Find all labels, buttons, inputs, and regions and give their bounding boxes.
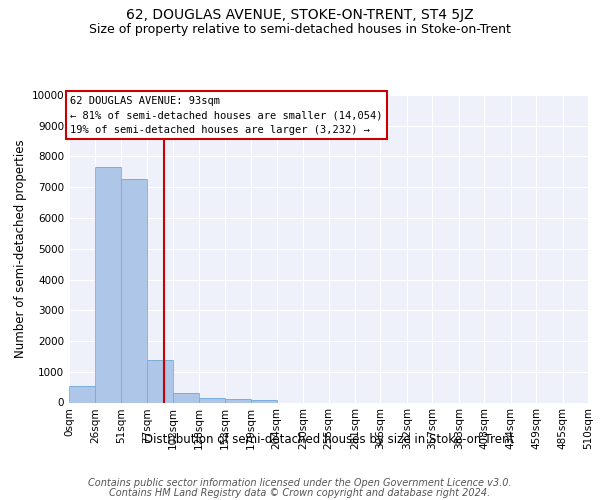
Text: Contains HM Land Registry data © Crown copyright and database right 2024.: Contains HM Land Registry data © Crown c… [109,488,491,498]
Text: Size of property relative to semi-detached houses in Stoke-on-Trent: Size of property relative to semi-detach… [89,22,511,36]
Bar [251,400,277,402]
Bar [69,386,95,402]
Bar [199,398,224,402]
Bar [95,168,121,402]
Bar [224,400,251,402]
Bar [173,392,199,402]
Bar [251,400,277,402]
Text: Contains public sector information licensed under the Open Government Licence v3: Contains public sector information licen… [88,478,512,488]
Bar [121,178,148,402]
Bar [173,392,199,402]
Text: 62 DOUGLAS AVENUE: 93sqm
← 81% of semi-detached houses are smaller (14,054)
19% : 62 DOUGLAS AVENUE: 93sqm ← 81% of semi-d… [70,96,383,135]
Bar [95,168,121,402]
Bar [148,360,173,403]
Bar [148,360,173,403]
Y-axis label: Number of semi-detached properties: Number of semi-detached properties [14,140,28,358]
Bar [224,400,251,402]
Text: Distribution of semi-detached houses by size in Stoke-on-Trent: Distribution of semi-detached houses by … [143,432,514,446]
Bar [121,178,148,402]
Bar [199,398,224,402]
Text: 62, DOUGLAS AVENUE, STOKE-ON-TRENT, ST4 5JZ: 62, DOUGLAS AVENUE, STOKE-ON-TRENT, ST4 … [126,8,474,22]
Bar [69,386,95,402]
